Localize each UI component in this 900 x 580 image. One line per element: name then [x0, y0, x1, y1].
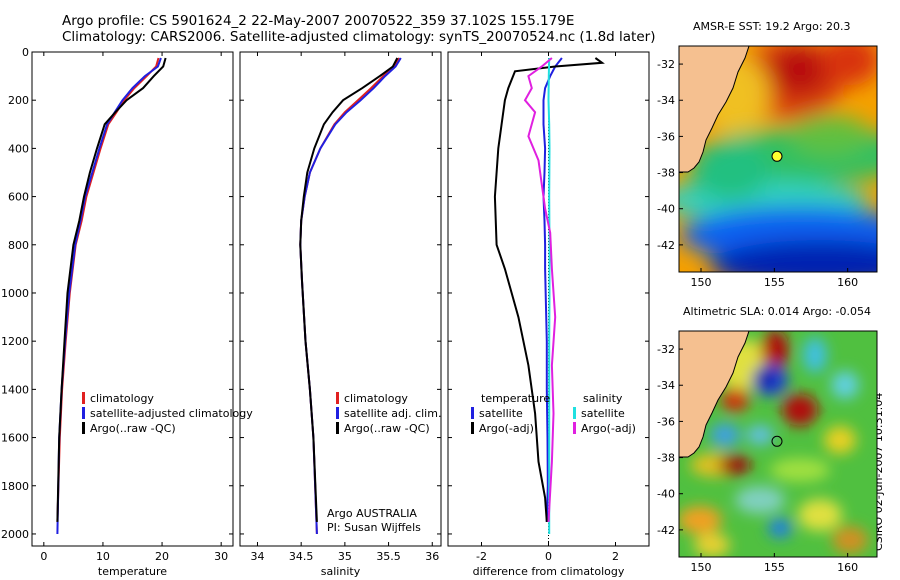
difference-legend-label: temperature	[481, 392, 550, 405]
temperature-legend-label: climatology	[90, 392, 154, 405]
temperature-xtick-label: 10	[96, 550, 110, 563]
temperature-xlabel: temperature	[98, 565, 167, 578]
salinity-xtick-label: 34.5	[289, 550, 314, 563]
sla-map-ytick-label: -38	[657, 452, 675, 465]
difference-legend-swatch	[573, 422, 576, 434]
difference-panel: -2 0 2 difference from climatology temperatu…	[447, 51, 650, 578]
salinity-xlabel: salinity	[321, 565, 361, 578]
salinity-xtick-label: 36	[425, 550, 439, 563]
sla-profile-marker	[771, 435, 783, 447]
sst-map-xtick-label: 155	[764, 276, 785, 289]
difference-legend-label: satellite	[581, 407, 625, 420]
sla-map-ytick-label: -42	[657, 524, 675, 537]
salinity-xtick-label: 34	[250, 550, 264, 563]
sla-map-xtick-label: 155	[764, 561, 785, 574]
temperature-ytick-label: 1600	[1, 432, 29, 445]
salinity-legend-label: Argo(..raw -QC)	[344, 422, 430, 435]
difference-legend-label: Argo(-adj)	[479, 422, 534, 435]
sla-map-ytick-label: -32	[657, 343, 675, 356]
sla-map-ytick-label: -34	[657, 379, 675, 392]
difference-legend-swatch	[471, 422, 474, 434]
sst-map-ytick-label: -38	[657, 167, 675, 180]
temperature-legend-label: satellite-adjusted climatology	[90, 407, 253, 420]
salinity-legend-label: climatology	[344, 392, 408, 405]
temperature-ytick-label: 1800	[1, 480, 29, 493]
temperature-legend-swatch	[82, 392, 85, 404]
temperature-xtick-label: 20	[155, 550, 169, 563]
sst-profile-marker	[771, 150, 783, 162]
temperature-xtick-label: 30	[214, 550, 228, 563]
temperature-ytick-label: 200	[8, 94, 29, 107]
salinity-legend-swatch	[336, 407, 339, 419]
operator-annotation: PI: Susan Wijffels	[327, 521, 421, 534]
difference-legend-label: Argo(-adj)	[581, 422, 636, 435]
difference-legend-swatch	[471, 407, 474, 419]
temperature-ytick-label: 800	[8, 239, 29, 252]
difference-xtick-label: 2	[612, 550, 619, 563]
sst-map-xtick-label: 150	[691, 276, 712, 289]
temperature-ytick-label: 1200	[1, 335, 29, 348]
temperature-legend-swatch	[82, 407, 85, 419]
sst-map-title: AMSR-E SST: 19.2 Argo: 20.3	[693, 20, 851, 33]
temperature-ytick-label: 2000	[1, 528, 29, 541]
salinity-xtick-label: 35.5	[376, 550, 401, 563]
sla-map-xtick-label: 160	[837, 561, 858, 574]
figure-title-line-1: Argo profile: CS 5901624_2 22-May-2007 2…	[62, 13, 575, 29]
temperature-xtick-label: 0	[40, 550, 47, 563]
difference-series-line	[493, 57, 605, 522]
salinity-series-line	[299, 57, 399, 522]
operator-annotation: Argo AUSTRALIA	[327, 507, 417, 520]
figure-title-line-2: Climatology: CARS2006. Satellite-adjuste…	[62, 29, 656, 45]
salinity-legend-label: satellite adj. clim.	[344, 407, 441, 420]
sst-map-ytick-label: -36	[657, 130, 675, 143]
salinity-legend-swatch	[336, 422, 339, 434]
salinity-panel: 34 34.5 35 35.5 36 salinity climatology satelli…	[239, 51, 442, 578]
sst-map-xtick-label: 160	[837, 276, 858, 289]
sla-map-title: Altimetric SLA: 0.014 Argo: -0.054	[683, 305, 871, 318]
temperature-legend-label: Argo(..raw -QC)	[90, 422, 176, 435]
temperature-ytick-label: 600	[8, 191, 29, 204]
sla-map-ytick-label: -36	[657, 415, 675, 428]
sst-map-ytick-label: -42	[657, 239, 675, 252]
difference-legend-label: salinity	[583, 392, 623, 405]
temperature-series-line	[56, 57, 162, 535]
temperature-panel: 0 10 20 30 0 200 400 600 800 1000 1200 1400 1600 1800…	[1, 46, 253, 578]
temperature-legend-swatch	[82, 422, 85, 434]
salinity-xtick-label: 35	[338, 550, 352, 563]
difference-xlabel: difference from climatology	[473, 565, 625, 578]
difference-legend-label: satellite	[479, 407, 523, 420]
salinity-legend-swatch	[336, 392, 339, 404]
salinity-axes-box	[239, 51, 442, 547]
temperature-ytick-label: 1400	[1, 383, 29, 396]
sla-map-xtick-label: 150	[691, 561, 712, 574]
difference-series-line	[547, 57, 551, 534]
temperature-series-line	[56, 57, 167, 522]
sst-map-ytick-label: -34	[657, 94, 675, 107]
sst-map-ytick-label: -40	[657, 203, 675, 216]
sla-map-ytick-label: -40	[657, 488, 675, 501]
temperature-ytick-label: 0	[22, 46, 29, 59]
sst-map-ytick-label: -32	[657, 58, 675, 71]
difference-xtick-label: -2	[476, 550, 487, 563]
temperature-ytick-label: 1000	[1, 287, 29, 300]
temperature-series-line	[56, 57, 160, 522]
sst-heatmap: 150 155 160 -32 -34 -36 -38 -40 -42	[657, 45, 878, 289]
difference-series-line	[523, 57, 557, 522]
difference-xtick-label: 0	[545, 550, 552, 563]
temperature-axes-box	[31, 51, 234, 547]
sla-heatmap: 150 155 160 -32 -34 -36 -38 -40 -42	[657, 330, 878, 574]
difference-legend-swatch	[573, 407, 576, 419]
temperature-ytick-label: 400	[8, 142, 29, 155]
